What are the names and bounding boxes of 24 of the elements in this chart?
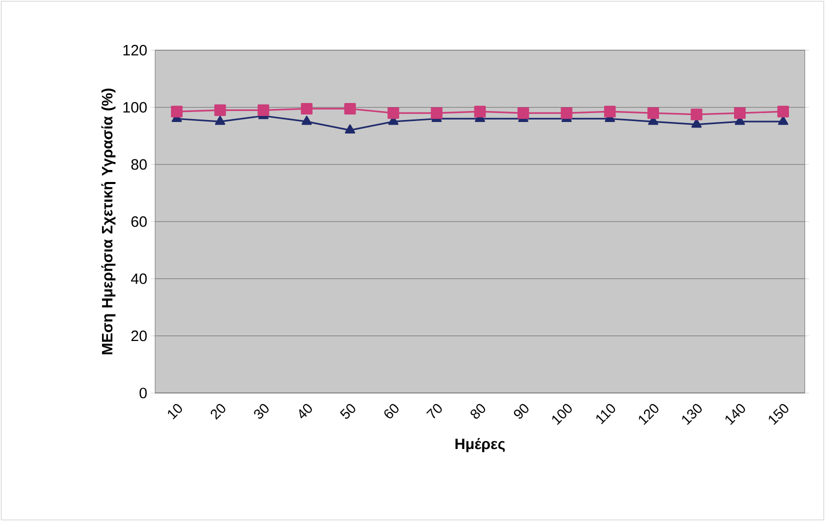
x-tick-label: 30 [254, 404, 269, 419]
y-axis-title: ΜΕση Ημερήσια Σχετική Υγρασία (%) [101, 88, 116, 354]
x-tick-label: 10 [168, 404, 182, 420]
y-tick-label: 20 [131, 330, 147, 342]
x-tick-label: 150 [768, 404, 788, 425]
x-tick-label: 70 [426, 404, 442, 418]
x-tick-label: 120 [638, 404, 658, 425]
y-tick-label: 60 [131, 216, 147, 227]
x-tick-label: 140 [725, 404, 746, 425]
y-tick-label: 100 [123, 102, 147, 113]
x-tick-label: 80 [470, 404, 486, 419]
y-tick-label: 80 [131, 159, 147, 170]
x-tick-label: 90 [514, 404, 528, 419]
x-tick-label: 40 [299, 404, 312, 418]
y-tick-label: 0 [140, 388, 147, 398]
x-axis-title: Ημέρες [455, 438, 505, 452]
x-tick-label: 50 [340, 404, 356, 419]
y-tick-label: 120 [123, 44, 147, 56]
x-tick-label: 20 [210, 404, 226, 420]
x-tick-label: 60 [384, 404, 399, 418]
x-tick-label: 110 [596, 404, 616, 424]
x-tick-label: 130 [682, 404, 702, 425]
x-tick-label: 100 [552, 404, 572, 425]
y-tick-label: 40 [131, 273, 147, 284]
